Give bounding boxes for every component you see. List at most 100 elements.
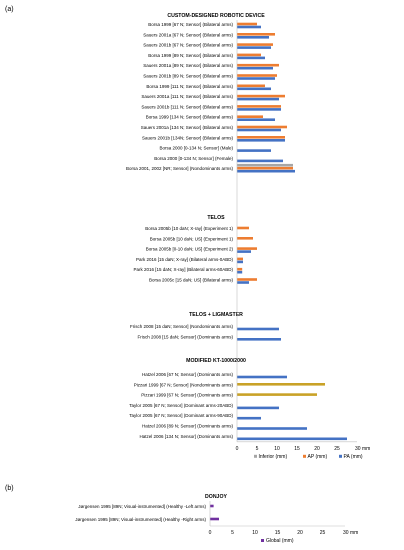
bar-ap xyxy=(237,267,243,271)
row-label: Borsa 2005b [0-10 daN; US] (Experiment 2… xyxy=(146,247,234,252)
row-label: Sauers 2001a [134 N; Sensor] (Bilateral … xyxy=(141,125,234,130)
bar-ap xyxy=(237,125,287,129)
bar-pa xyxy=(237,77,275,80)
row-label: Borsa 2000 [0-134 N; Sensor] (Female) xyxy=(154,156,233,161)
row-label: Borsa 2005b [10 daN; US] (Experiment 1) xyxy=(150,236,234,241)
group-title: DONJOY xyxy=(205,494,227,500)
row-label: Borsa 1999 [134 N; Sensor] (Bilateral ar… xyxy=(146,115,234,120)
row-label: Borsa 1999 [67 N; Sensor] (Bilateral arm… xyxy=(148,22,233,27)
bar-ap xyxy=(237,226,249,230)
x-tick-label: 30 mm xyxy=(355,446,370,452)
bar-pa xyxy=(237,118,275,121)
row-label: Jørgensen 1995 [89N; Visual-instrumented… xyxy=(75,517,206,522)
bar-ap xyxy=(237,237,253,240)
bar-ap xyxy=(237,105,281,108)
x-tick-label: 5 xyxy=(231,530,234,536)
group-title: MODIFIED KT-1000/2000 xyxy=(186,358,246,364)
row-label: Hatzel 2006 [67 N; Sensor] (Dominants ar… xyxy=(142,372,234,377)
bar-pa xyxy=(237,46,271,49)
bar-ap xyxy=(237,84,265,88)
bar-pa xyxy=(237,427,307,430)
bar-ap xyxy=(237,43,273,46)
x-tick-label: 10 xyxy=(252,530,258,536)
bar-pa xyxy=(237,36,269,39)
legend-swatch xyxy=(254,454,257,458)
group-title: TELOS + LIGMASTER xyxy=(189,312,243,318)
bar-ap xyxy=(237,33,275,36)
row-label: Borsa 2001, 2002 [NR; Sensor] (Nondomina… xyxy=(126,166,234,171)
legend-swatch xyxy=(261,539,264,542)
x-tick-label: 20 xyxy=(297,530,303,536)
bar-pa xyxy=(237,128,281,132)
bar-pa xyxy=(237,375,287,379)
bar-pa xyxy=(237,338,281,341)
bar-ap xyxy=(237,94,285,98)
bar-inferior xyxy=(237,163,293,167)
legend-label: PA (mm) xyxy=(344,454,363,460)
x-tick-label: 30 mm xyxy=(343,530,358,536)
bar-pa xyxy=(237,260,243,264)
row-label: Jørgensen 1995 [89N; Visual-instrumented… xyxy=(78,504,206,509)
x-tick-label: 10 xyxy=(274,446,280,452)
x-tick-label: 0 xyxy=(209,530,212,536)
panel-a-label: (a) xyxy=(5,6,14,13)
bar-pa xyxy=(237,416,261,420)
row-label: Taylor 2005 [67 N; Sensor] (Dominant arm… xyxy=(129,413,233,418)
bar-ap xyxy=(237,22,257,26)
legend-swatch xyxy=(303,454,306,458)
x-tick-label: 25 xyxy=(320,530,326,536)
row-label: Borsa 2000 [0-134 N; Sensor] (Male) xyxy=(159,146,233,151)
legend-label: Inferior (mm) xyxy=(259,454,288,460)
x-tick-label: 0 xyxy=(236,446,239,452)
row-label: Frisch 2008 [15 daN; Sensor] (Nondominan… xyxy=(130,324,234,329)
bar-pa xyxy=(237,149,271,152)
row-label: Sauers 2001a [111 N; Sensor] (Bilateral … xyxy=(141,94,233,99)
group-title: CUSTOM-DESIGNED ROBOTIC DEVICE xyxy=(167,13,265,19)
row-label: Pizzari 1999 [67 N; Sensor] (Dominants a… xyxy=(141,393,233,398)
bar-pa xyxy=(237,159,283,163)
bar-pa xyxy=(237,437,347,441)
x-tick-label: 15 xyxy=(294,446,300,452)
row-label: Pizzari 1999 [67 N; Sensor] (Nondominant… xyxy=(134,382,234,387)
bar-pa xyxy=(237,56,265,60)
bar-pa xyxy=(237,406,279,410)
bar-ap xyxy=(237,115,263,118)
bar-pa xyxy=(237,169,295,173)
chart-panel-a: CUSTOM-DESIGNED ROBOTIC DEVICE Borsa 1999… xyxy=(126,13,370,460)
row-label: Park 2016 [15 daN; X-ray] (Bilateral arm… xyxy=(133,267,233,272)
bar-pa xyxy=(237,25,261,29)
bar-ap xyxy=(237,136,285,139)
row-label: Sauers 2001a [67 N; Sensor] (Bilateral a… xyxy=(143,32,233,37)
row-label: Hatzel 2006 [134 N; Sensor] (Dominants a… xyxy=(139,434,233,439)
row-label: Sauers 2001a [89 N; Sensor] (Bilateral a… xyxy=(143,63,233,68)
chart-panel-b: DONJOY Jørgensen 1995 [89N; Visual-instru… xyxy=(75,494,358,544)
bar-pa xyxy=(237,139,285,142)
row-label: Sauers 2001b [67 N; Sensor] (Bilateral a… xyxy=(143,43,233,48)
bar-ap xyxy=(237,247,257,250)
row-label: Sauers 2001b [111 N; Sensor] (Bilateral … xyxy=(141,104,233,109)
bar-pa xyxy=(237,108,281,111)
row-label: Borsa 1999 [89 N; Sensor] (Bilateral arm… xyxy=(148,53,233,58)
row-label: Frisch 2008 [15 daN; Sensor] (Dominants … xyxy=(137,334,233,339)
row-label: Park 2016 [15 daN; X-ray] (Bilateral arm… xyxy=(136,257,234,262)
row-label: Borsa 1999 [111 N; Sensor] (Bilateral ar… xyxy=(146,84,233,89)
bar-global xyxy=(210,504,214,508)
bar-pa xyxy=(237,97,279,101)
bar-ap xyxy=(237,278,257,281)
bar-ap xyxy=(237,53,261,57)
legend-label: Global (mm) xyxy=(266,538,294,544)
row-label: Sauers 2001b [89 N; Sensor] (Bilateral a… xyxy=(143,74,233,79)
bar-ap xyxy=(237,383,325,386)
bar-pa xyxy=(237,281,249,284)
x-tick-label: 20 xyxy=(314,446,320,452)
x-tick-label: 15 xyxy=(275,530,281,536)
row-label: Hatzel 2006 [89 N; Sensor] (Dominants ar… xyxy=(142,424,234,429)
bar-pa xyxy=(237,270,243,274)
group-title: TELOS xyxy=(207,215,225,221)
panel-b-label: (b) xyxy=(5,485,14,492)
x-tick-label: 5 xyxy=(256,446,259,452)
bar-ap xyxy=(237,63,279,67)
bar-ap xyxy=(237,74,277,77)
bar-pa xyxy=(237,327,279,331)
bar-pa xyxy=(237,250,251,253)
